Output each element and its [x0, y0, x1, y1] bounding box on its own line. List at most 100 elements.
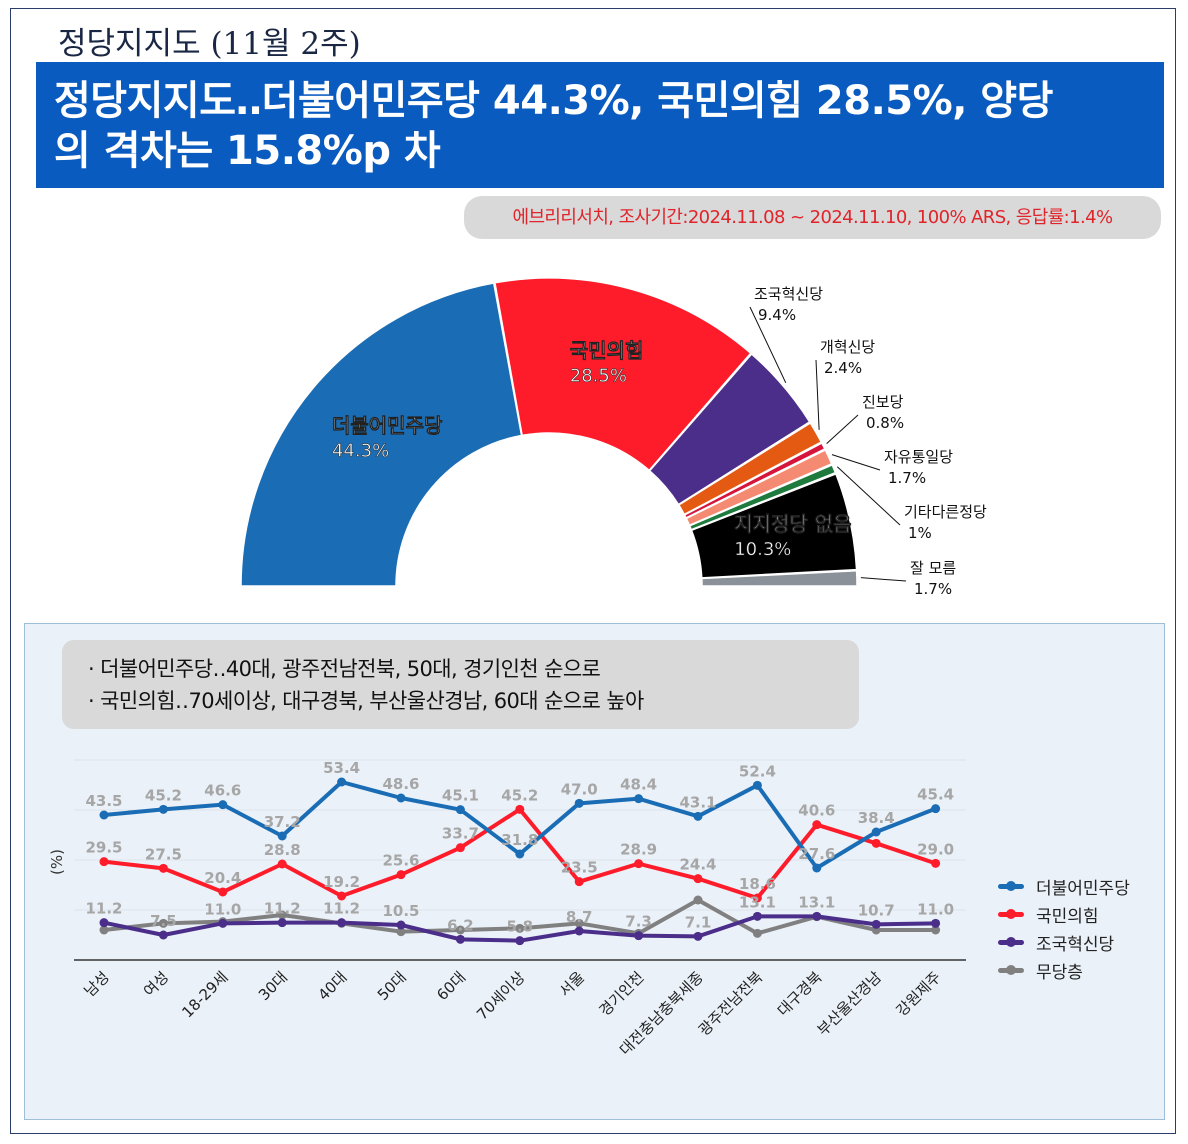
series-point: [752, 911, 762, 921]
x-tick-label: 남성: [81, 968, 113, 1000]
headline-line-2: 의 격차는 15.8%p 차: [54, 128, 441, 174]
data-label: 25.6: [382, 852, 419, 870]
data-label: 31.8: [501, 831, 538, 849]
series-point: [99, 857, 109, 867]
data-label: 27.5: [145, 845, 182, 863]
series-point: [99, 925, 109, 935]
series-point: [396, 793, 406, 803]
legend-label: 국민의힘: [1036, 906, 1099, 927]
series-point: [396, 870, 406, 880]
data-label: 38.4: [858, 809, 895, 827]
series-point: [574, 877, 584, 887]
series-point: [218, 887, 228, 897]
legend-item: 무당층: [998, 956, 1130, 984]
data-label: 45.4: [917, 786, 954, 804]
donut-leader-line: [749, 306, 787, 384]
donut-leader-line: [826, 414, 859, 444]
series-point: [396, 927, 406, 937]
x-tick-label: 60대: [433, 968, 469, 1004]
data-label: 18.6: [739, 875, 776, 893]
summary-box: · 더불어민주당‥40대, 광주전남전북, 50대, 경기인천 순으로 · 국민…: [62, 640, 859, 729]
series-point: [515, 923, 525, 933]
data-label: 13.1: [739, 893, 776, 911]
donut-slice: [701, 570, 858, 587]
series-point: [574, 798, 584, 808]
legend-item: 더불어민주당: [998, 872, 1130, 900]
summary-line-1: · 더불어민주당‥40대, 광주전남전북, 50대, 경기인천 순으로: [88, 657, 601, 681]
series-point: [158, 930, 168, 940]
donut-outside-label: 조국혁신당: [754, 285, 823, 303]
legend-swatch: [998, 936, 1024, 947]
legend-item: 조국혁신당: [998, 928, 1130, 956]
x-tick-label: 여성: [140, 968, 172, 1000]
donut-slice-label: 더불어민주당: [332, 413, 443, 437]
donut-outside-label: 기타다른정당: [904, 503, 987, 521]
series-point: [931, 804, 941, 814]
data-label: 7.1: [685, 913, 712, 931]
data-label: 46.6: [204, 782, 241, 800]
data-label: 52.4: [739, 762, 776, 780]
series-point: [693, 895, 703, 905]
series-point: [337, 891, 347, 901]
donut-slice-label: 지지정당 없음: [734, 512, 851, 536]
legend-swatch: [998, 964, 1024, 975]
series-point: [515, 849, 525, 859]
series-point: [634, 794, 644, 804]
series-point: [752, 780, 762, 790]
data-label: 28.9: [620, 841, 657, 859]
donut-slice: [648, 352, 811, 506]
data-label: 29.5: [85, 839, 122, 857]
donut-slice-value: 44.3%: [332, 440, 389, 461]
donut-outside-value: 1.7%: [888, 469, 926, 487]
x-tick-label: 부산울산경남: [814, 968, 885, 1039]
image-frame: [10, 8, 1176, 1134]
data-label: 45.1: [442, 787, 479, 805]
series-point: [634, 931, 644, 941]
x-tick-label: 강원제주: [893, 968, 945, 1020]
data-label: 47.0: [561, 780, 598, 798]
data-label: 40.6: [798, 802, 835, 820]
data-label: 8.7: [566, 908, 593, 926]
series-point: [277, 918, 287, 928]
series-point: [634, 859, 644, 869]
data-label: 48.4: [620, 776, 657, 794]
series-point: [515, 936, 525, 946]
legend-label: 조국혁신당: [1036, 934, 1115, 955]
donut-leader-line: [815, 359, 820, 430]
donut-slice-value: 10.3%: [734, 539, 791, 560]
series-point: [871, 838, 881, 848]
survey-source: 에브리리서치, 조사기간:2024.11.08 ~ 2024.11.10, 10…: [464, 196, 1161, 239]
data-label: 48.6: [382, 775, 419, 793]
data-label: 23.5: [561, 859, 598, 877]
data-label: 33.7: [442, 825, 479, 843]
donut-leader-line: [860, 577, 907, 582]
donut-outside-value: 1%: [908, 524, 932, 542]
x-tick-label: 30대: [255, 968, 291, 1004]
series-point: [218, 800, 228, 810]
series-point: [99, 810, 109, 820]
series-point: [693, 811, 703, 821]
series-point: [455, 925, 465, 935]
series-point: [871, 827, 881, 837]
data-label: 11.2: [85, 900, 122, 918]
donut-slice: [240, 282, 523, 587]
data-label: 19.2: [323, 873, 360, 891]
data-label: 11.2: [323, 900, 360, 918]
series-point: [574, 918, 584, 928]
x-tick-label: 70세이상: [473, 968, 529, 1024]
series-point: [99, 918, 109, 928]
series-point: [337, 918, 347, 928]
data-label: 45.2: [501, 786, 538, 804]
data-label: 10.5: [382, 902, 419, 920]
series-point: [158, 804, 168, 814]
donut-outside-value: 1.7%: [914, 580, 952, 598]
data-label: 53.4: [323, 759, 360, 777]
data-label: 5.8: [507, 918, 534, 936]
legend-label: 더불어민주당: [1036, 878, 1130, 899]
series-point: [812, 863, 822, 873]
x-tick-label: 50대: [374, 968, 410, 1004]
headline-banner: 정당지지도‥더불어민주당 44.3%, 국민의힘 28.5%, 양당 의 격차는…: [36, 62, 1164, 188]
donut-leader-line: [831, 454, 881, 471]
series-point: [931, 858, 941, 868]
data-label: 11.0: [204, 900, 241, 918]
